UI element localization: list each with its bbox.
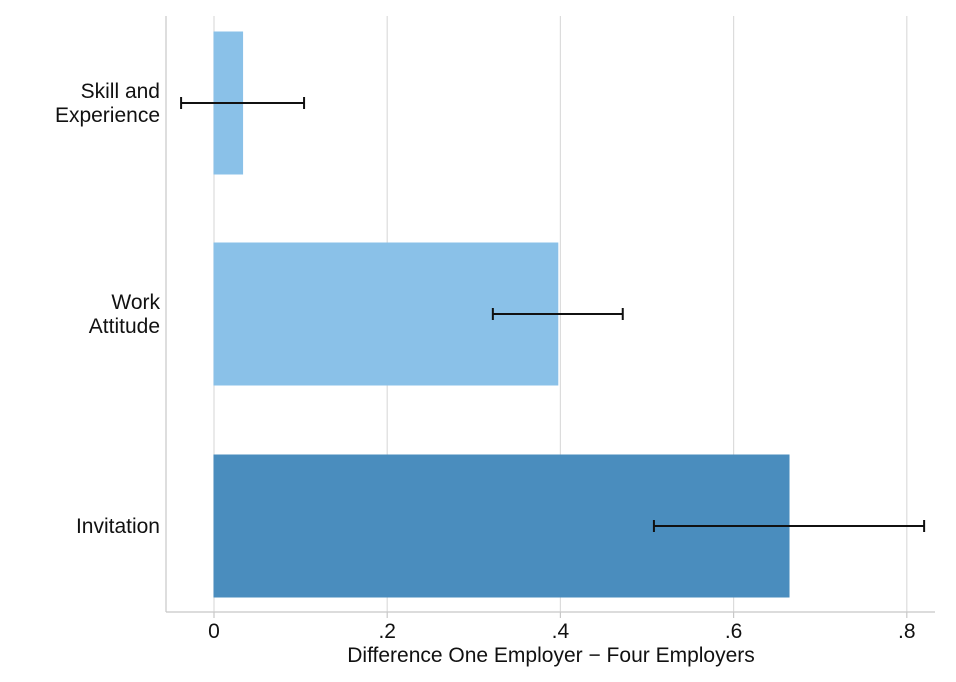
category-labels: Skill and Experience Work Attitude Invitatio… — [55, 80, 161, 538]
x-tick-label-3: .6 — [725, 620, 743, 643]
category-label-2: Invitation — [76, 515, 160, 538]
category-label-1: Work Attitude — [89, 291, 161, 338]
x-tick-label-4: .8 — [898, 620, 916, 643]
category-label-line: Invitation — [76, 515, 160, 538]
x-tick-label-1: .2 — [378, 620, 396, 643]
category-label-0: Skill and Experience — [55, 80, 160, 127]
x-tick-label-2: .4 — [552, 620, 570, 643]
axes — [165, 16, 935, 618]
category-label-line: Experience — [55, 104, 160, 127]
x-tick-label-0: 0 — [208, 620, 220, 643]
error-bars — [180, 97, 926, 532]
category-label-line: Attitude — [89, 315, 160, 338]
category-label-line: Skill and — [81, 80, 160, 103]
x-axis-title: Difference One Employer − Four Employers — [347, 644, 755, 667]
x-tick-labels: 0 .2 .4 .6 .8 — [208, 620, 915, 643]
category-label-line: Work — [111, 291, 160, 314]
